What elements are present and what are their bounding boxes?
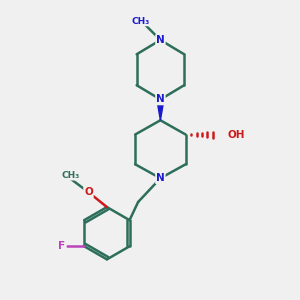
Text: F: F bbox=[58, 241, 65, 251]
Text: OH: OH bbox=[227, 130, 245, 140]
Text: CH₃: CH₃ bbox=[131, 16, 150, 26]
Text: N: N bbox=[156, 173, 165, 183]
Polygon shape bbox=[157, 100, 164, 120]
Text: O: O bbox=[84, 187, 93, 197]
Text: N: N bbox=[156, 94, 165, 104]
Text: N: N bbox=[156, 35, 165, 45]
Text: CH₃: CH₃ bbox=[61, 171, 80, 180]
